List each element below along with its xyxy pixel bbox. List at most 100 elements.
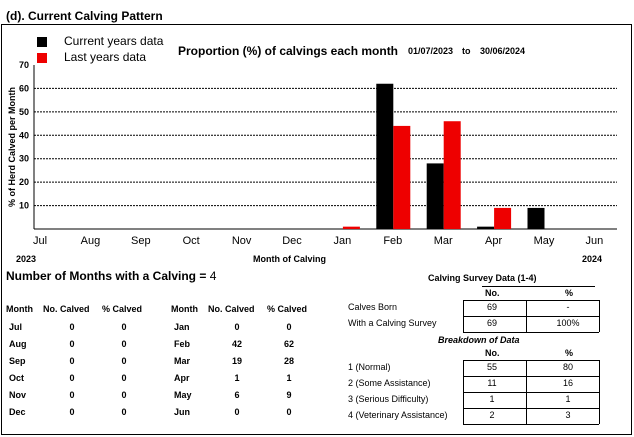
x-tick-label: Mar	[434, 235, 453, 247]
survey-row-rule	[463, 316, 599, 317]
x-tick-label: Sep	[131, 235, 151, 247]
breakdown-row-count: 2	[489, 410, 495, 420]
report-frame	[1, 24, 632, 435]
calved-pct-left: 0	[121, 322, 127, 332]
breakdown-row-pct: 80	[562, 362, 573, 372]
bar-current	[527, 207, 545, 229]
calved-month-right: May	[174, 390, 192, 400]
calved-header-right-1: No. Calved	[208, 304, 255, 314]
legend-last-swatch	[37, 53, 47, 63]
survey-row-rule	[463, 300, 464, 332]
breakdown-row-rule	[599, 360, 600, 424]
calved-month-left: Sep	[9, 356, 26, 366]
breakdown-row-rule	[463, 360, 464, 424]
survey-row-rule	[599, 300, 600, 332]
calved-count-left: 0	[69, 407, 75, 417]
calved-count-right: 0	[234, 322, 240, 332]
x-tick-label: Oct	[183, 235, 200, 247]
calved-count-left: 0	[69, 322, 75, 332]
breakdown-row-pct: 3	[565, 410, 571, 420]
calved-month-right: Feb	[174, 339, 191, 349]
calved-pct-left: 0	[121, 390, 127, 400]
calved-count-right: 19	[231, 356, 242, 366]
date-to: 30/06/2024	[480, 46, 526, 56]
calved-pct-left: 0	[121, 373, 127, 383]
survey-row-count: 69	[486, 302, 497, 312]
calved-month-left: Jul	[9, 322, 23, 332]
x-tick-label: Jun	[586, 235, 604, 247]
breakdown-row-pct: 16	[562, 378, 573, 388]
calved-count-left: 0	[69, 373, 75, 383]
calved-pct-right: 9	[286, 390, 292, 400]
survey-col-pct: %	[565, 288, 574, 298]
x-tick-label: Apr	[485, 235, 502, 247]
x-tick-label: Jan	[334, 235, 352, 247]
breakdown-row-count: 11	[487, 378, 497, 388]
calved-count-left: 0	[69, 356, 75, 366]
calved-pct-left: 0	[121, 356, 127, 366]
y-axis-title: % of Herd Calved per Month	[7, 87, 17, 207]
y-tick-label: 10	[19, 201, 29, 211]
calved-month-left: Nov	[9, 390, 27, 400]
x-axis-title: Month of Calving	[253, 254, 326, 264]
months-with-calving-label: Number of Months with a Calving =	[6, 269, 207, 283]
survey-row-label: With a Calving Survey	[348, 318, 437, 328]
breakdown-col-no: No.	[485, 348, 500, 358]
calved-pct-left: 0	[121, 339, 127, 349]
breakdown-row-label: 3 (Serious Difficulty)	[348, 394, 429, 404]
legend-last-label: Last years data	[64, 50, 147, 64]
breakdown-col-pct: %	[565, 348, 574, 358]
breakdown-row-rule	[463, 392, 599, 393]
y-tick-label: 40	[19, 130, 29, 140]
survey-row-count: 69	[486, 318, 497, 328]
calved-count-left: 0	[69, 339, 75, 349]
calved-month-right: Mar	[174, 356, 191, 366]
calved-pct-right: 1	[286, 373, 292, 383]
calved-month-left: Oct	[9, 373, 25, 383]
bar-last	[393, 125, 411, 229]
calved-month-right: Jun	[174, 407, 191, 417]
calved-month-left: Aug	[9, 339, 27, 349]
survey-row-rule	[463, 332, 599, 333]
legend-current-label: Current years data	[64, 34, 164, 48]
calved-month-left: Dec	[9, 407, 26, 417]
calved-count-right: 0	[234, 407, 240, 417]
survey-row-rule	[526, 300, 527, 332]
bar-current	[477, 226, 495, 229]
section-title: (d). Current Calving Pattern	[6, 9, 163, 23]
bar-current	[376, 83, 394, 229]
breakdown-row-pct: 1	[565, 394, 571, 404]
calved-header-right-0: Month	[171, 304, 198, 314]
survey-title: Calving Survey Data (1-4)	[428, 273, 537, 283]
calved-header-right-2: % Calved	[267, 304, 308, 314]
survey-header-rule	[482, 286, 595, 287]
x-tick-label: May	[534, 235, 555, 247]
calved-count-right: 1	[234, 373, 240, 383]
survey-row-pct: -	[566, 302, 570, 312]
bar-last	[443, 121, 461, 229]
survey-col-no: No.	[485, 288, 500, 298]
calved-header-left-1: No. Calved	[43, 304, 90, 314]
breakdown-row-label: 2 (Some Assistance)	[348, 378, 431, 388]
calved-pct-left: 0	[121, 407, 127, 417]
calved-count-left: 0	[69, 390, 75, 400]
bar-last	[494, 207, 512, 229]
calved-pct-right: 62	[283, 339, 294, 349]
legend-current-swatch	[37, 37, 47, 47]
breakdown-row-rule	[463, 376, 599, 377]
breakdown-row-count: 1	[489, 394, 495, 404]
breakdown-row-label: 1 (Normal)	[348, 362, 391, 372]
months-with-calving-value: 4	[209, 269, 217, 283]
y-tick-label: 30	[19, 154, 29, 164]
calved-pct-right: 0	[286, 407, 292, 417]
x-tick-label: Dec	[282, 235, 302, 247]
x-tick-label: Nov	[232, 235, 252, 247]
year-start-label: 2023	[16, 254, 37, 264]
survey-row-rule	[463, 300, 599, 301]
months-with-calving: Number of Months with a Calving = 4	[6, 269, 216, 283]
bar-last	[342, 226, 360, 229]
breakdown-title: Breakdown of Data	[438, 335, 520, 345]
breakdown-row-rule	[526, 360, 527, 424]
date-to-word: to	[462, 46, 471, 56]
calved-count-right: 42	[231, 339, 242, 349]
